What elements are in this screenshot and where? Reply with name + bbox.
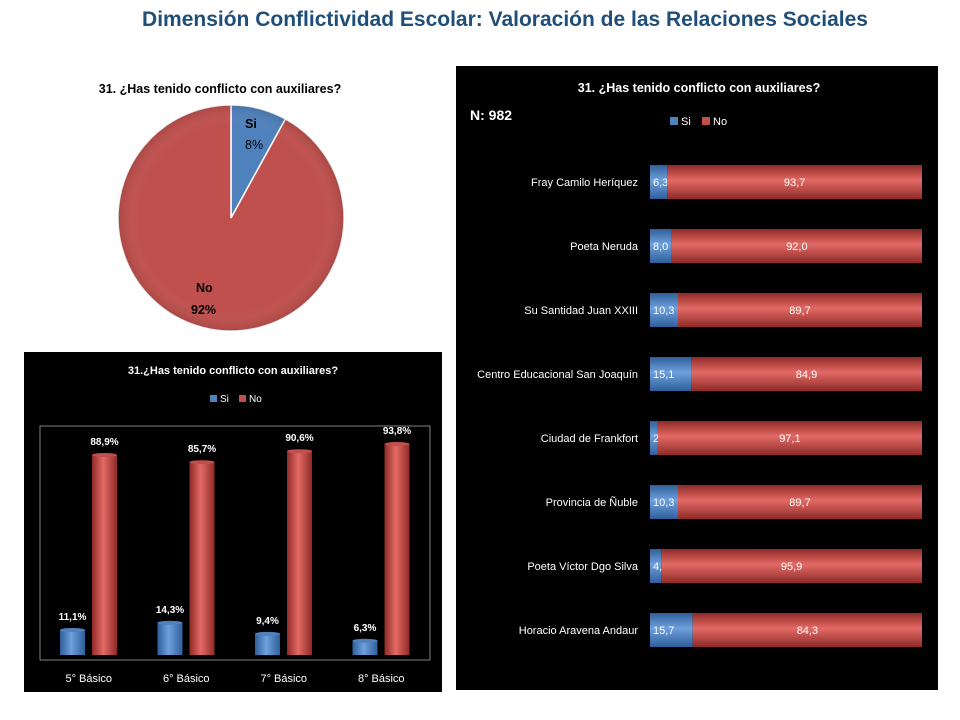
segment-si-6 — [650, 485, 678, 519]
segment-no-7 — [661, 549, 922, 583]
category-label-3: 7° Básico — [260, 673, 307, 685]
bar-cap-no-3 — [287, 449, 312, 454]
data-label-si-1: 11,1% — [59, 612, 87, 623]
segment-no-2 — [671, 229, 922, 263]
data-label-no-1: 88,9% — [90, 437, 118, 448]
segment-label-no-8: 84,3 — [797, 625, 818, 637]
school-label-1: Fray Camilo Heríquez — [531, 177, 638, 189]
legend-label-no: No — [713, 116, 727, 128]
school-label-5: Ciudad de Frankfort — [541, 433, 638, 445]
pie-chart: 31. ¿Has tenido conflicto con auxiliares… — [99, 82, 345, 332]
segment-label-no-5: 97,1 — [779, 433, 800, 445]
sample-size-annotation: N: 982 — [470, 107, 512, 123]
data-label-no-3: 90,6% — [285, 433, 313, 444]
school-chart-title: 31. ¿Has tenido conflicto con auxiliares… — [578, 81, 820, 95]
segment-label-no-6: 89,7 — [789, 497, 810, 509]
legend-swatch-no — [239, 395, 246, 402]
bar-si-1 — [60, 630, 85, 655]
segment-no-1 — [667, 165, 922, 199]
segment-label-si-6: 10,3 — [653, 497, 674, 509]
bar-no-4 — [384, 444, 410, 655]
data-label-no-4: 93,8% — [383, 426, 411, 437]
data-label-si-3: 9,4% — [256, 616, 279, 627]
data-label-si-2: 14,3% — [156, 605, 184, 616]
category-label-2: 6° Básico — [163, 673, 210, 685]
school-label-4: Centro Educacional San Joaquín — [477, 369, 638, 381]
segment-label-si-8: 15,7 — [653, 625, 674, 637]
school-label-3: Su Santidad Juan XXIII — [524, 305, 638, 317]
legend-swatch-no — [702, 117, 710, 125]
segment-si-5 — [650, 421, 658, 455]
bar-si-2 — [157, 622, 183, 655]
segment-si-1 — [650, 165, 668, 199]
legend-swatch-si — [210, 395, 217, 402]
segment-label-si-3: 10,3 — [653, 305, 674, 317]
segment-label-si-4: 15,1 — [653, 369, 674, 381]
school-label-7: Poeta Víctor Dgo Silva — [527, 561, 639, 573]
pie-chart-panel: 31. ¿Has tenido conflicto con auxiliares… — [80, 72, 380, 342]
segment-no-8 — [692, 613, 922, 647]
segment-label-no-2: 92,0 — [786, 241, 807, 253]
grade-bar-chart: 31.¿Has tenido conflicto con auxiliares?… — [39, 365, 431, 685]
segment-label-no-3: 89,7 — [789, 305, 810, 317]
segment-no-5 — [657, 421, 922, 455]
pie-label-no-name: No — [196, 281, 213, 295]
legend-label-no: No — [249, 394, 262, 405]
legend-swatch-si — [670, 117, 678, 125]
data-label-si-4: 6,3% — [354, 623, 377, 634]
bar-no-3 — [287, 451, 312, 655]
bar-cap-no-2 — [189, 460, 215, 465]
pie-chart-title: 31. ¿Has tenido conflicto con auxiliares… — [99, 82, 341, 96]
bar-cap-si-3 — [255, 631, 280, 636]
segment-label-no-7: 95,9 — [781, 561, 802, 573]
category-label-4: 8° Básico — [358, 673, 405, 685]
segment-si-2 — [650, 229, 672, 263]
bar-cap-no-4 — [384, 442, 410, 446]
bar-no-2 — [189, 462, 215, 655]
school-label-6: Provincia de Ñuble — [546, 496, 638, 509]
legend-label-si: Si — [681, 116, 691, 128]
pie-label-si-name: Si — [245, 117, 257, 131]
grade-bar-chart-panel: 31.¿Has tenido conflicto con auxiliares?… — [24, 352, 442, 692]
bar-cap-si-2 — [157, 620, 183, 625]
segment-si-4 — [650, 357, 692, 391]
bar-si-3 — [255, 633, 280, 656]
bar-si-4 — [352, 640, 378, 655]
bar-cap-si-1 — [60, 628, 85, 632]
segment-si-7 — [650, 549, 662, 583]
school-label-8: Horacio Aravena Andaur — [519, 625, 639, 637]
segment-label-no-1: 93,7 — [784, 177, 805, 189]
segment-si-3 — [650, 293, 678, 327]
pie-label-si-value: 8% — [245, 138, 263, 152]
segment-label-si-1: 6,3 — [653, 177, 668, 189]
segment-si-8 — [650, 613, 693, 647]
legend-label-si: Si — [220, 394, 229, 405]
segment-no-3 — [678, 293, 922, 327]
grade-chart-title: 31.¿Has tenido conflicto con auxiliares? — [128, 365, 339, 377]
school-label-2: Poeta Neruda — [570, 241, 639, 253]
bar-cap-si-4 — [352, 638, 378, 643]
bar-no-1 — [92, 455, 117, 655]
category-label-1: 5° Básico — [65, 673, 112, 685]
segment-label-no-4: 84,9 — [796, 369, 817, 381]
segment-no-6 — [678, 485, 922, 519]
school-bar-chart-panel: 31. ¿Has tenido conflicto con auxiliares… — [456, 66, 938, 690]
segment-no-4 — [691, 357, 922, 391]
school-bar-chart: 31. ¿Has tenido conflicto con auxiliares… — [470, 81, 922, 647]
segment-label-si-2: 8,0 — [653, 241, 668, 253]
pie-label-no-value: 92% — [191, 303, 216, 317]
bar-cap-no-1 — [92, 453, 117, 457]
data-label-no-2: 85,7% — [188, 444, 216, 455]
page-title: Dimensión Conflictividad Escolar: Valora… — [142, 8, 868, 31]
